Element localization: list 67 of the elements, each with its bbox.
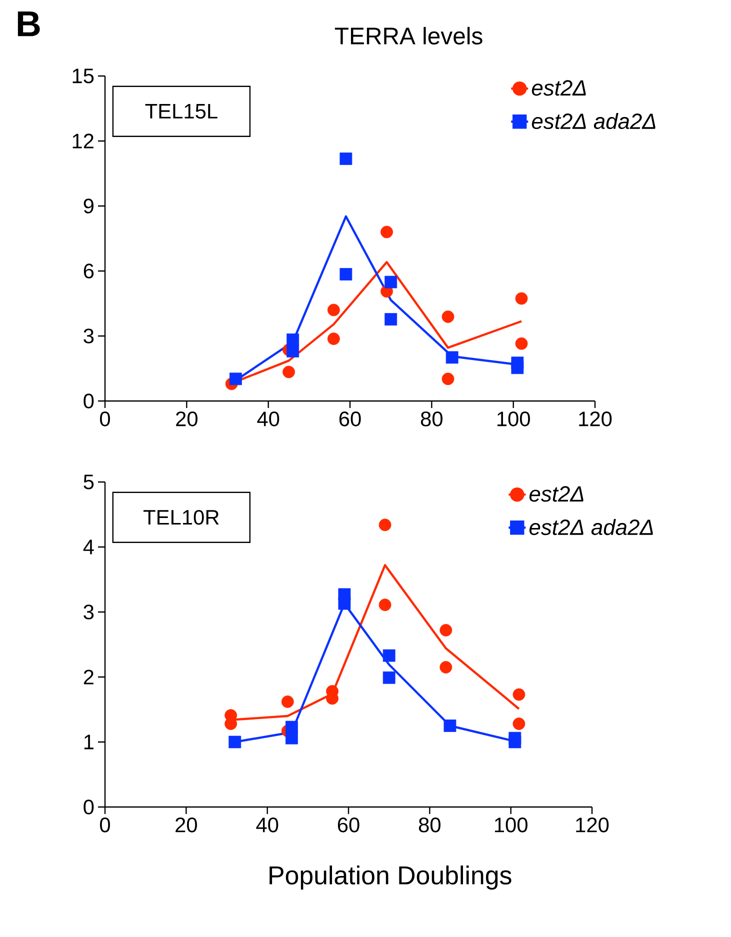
point [512,718,526,730]
y-tick-label: 3 [84,604,94,620]
x-tick-label: 20 [176,818,197,832]
point [446,351,458,364]
point [378,518,392,532]
point [515,337,528,350]
point [281,696,294,708]
legend-label: est2Δ ada2Δ [532,112,656,130]
point [282,366,295,378]
x-tick-label: 80 [418,818,440,832]
point [229,372,242,386]
point [442,310,454,323]
point [442,372,454,386]
point [286,344,300,358]
point [340,152,352,165]
x-tick-label: 120 [576,818,609,832]
x-tick-label: 40 [256,818,278,832]
point [340,268,352,280]
point [508,736,522,748]
x-tick-label: 60 [338,818,360,832]
point [384,276,398,288]
point [511,362,524,374]
x-tick-label: 80 [420,412,442,426]
annotation: TEL15L [145,104,218,119]
y-tick-label: 1 [84,734,94,750]
point [286,333,300,346]
x-axis-title: Population Doublings [270,866,512,890]
x-tick-label: 100 [497,412,530,426]
point [512,688,526,701]
legend-label: est2Δ [532,80,586,96]
point [515,292,528,305]
x-tick-label: 60 [339,412,361,426]
x-tick-label: 0 [100,818,110,832]
y-tick-label: 4 [83,540,94,554]
point [378,598,392,612]
point [384,313,398,326]
annotation: TEL10R [144,510,219,525]
point [444,720,456,732]
point [228,736,242,748]
chart-title: TERRA levels [334,26,482,44]
point [380,226,393,238]
legend-label: est2Δ [529,486,584,502]
x-tick-label: 120 [579,412,612,426]
text: B [18,12,40,36]
y-tick-label: 3 [84,328,94,344]
y-tick-label: 2 [84,670,94,684]
y-tick-label: 9 [84,198,94,214]
point [382,649,396,662]
x-tick-label: 40 [257,412,280,426]
y-tick-label: 15 [72,68,94,84]
point [440,624,452,636]
y-tick-label: 0 [84,800,94,814]
legend-label: est2Δ ada2Δ [529,518,653,536]
x-tick-label: 100 [494,818,528,832]
x-tick-label: 20 [176,412,198,426]
point [382,671,396,684]
point [440,661,452,674]
y-tick-label: 5 [84,474,94,490]
y-tick-label: 0 [84,394,94,408]
point [327,332,340,346]
point [285,732,298,744]
y-tick-label: 12 [72,134,94,148]
point [327,304,340,316]
point [338,597,351,610]
point [285,720,298,734]
y-tick-label: 6 [84,264,94,278]
x-tick-label: 0 [100,412,110,426]
